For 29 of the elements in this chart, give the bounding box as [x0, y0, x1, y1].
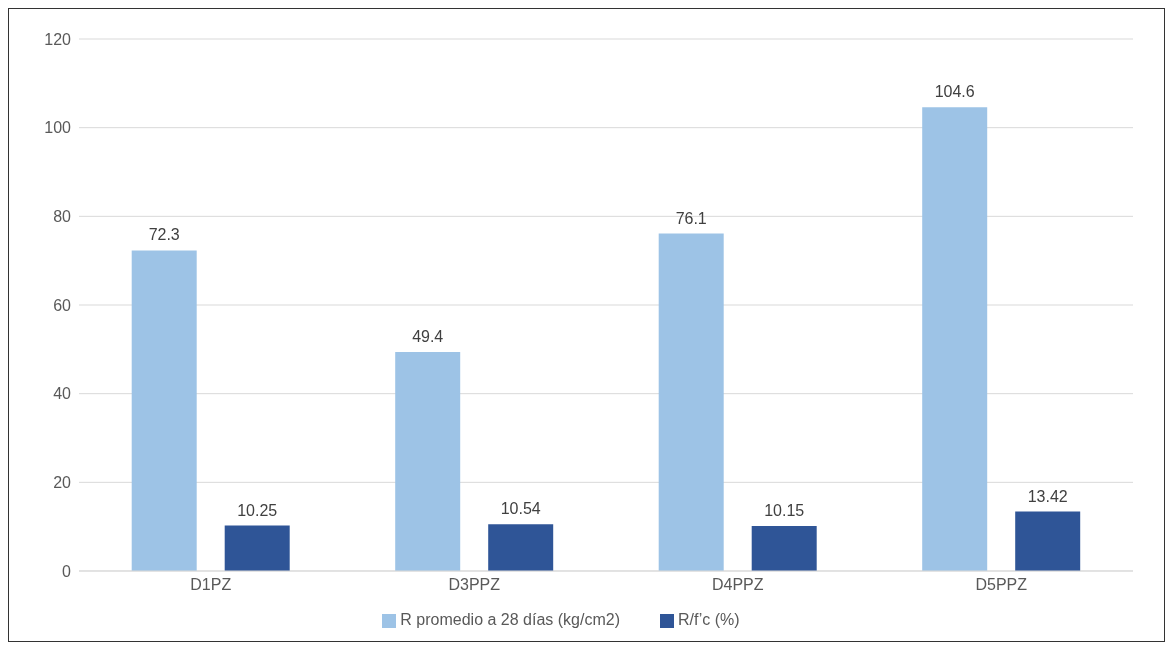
bar [922, 107, 988, 571]
x-tick-label: D1PZ [190, 576, 232, 594]
bar [751, 526, 817, 571]
y-tick-label: 60 [53, 296, 72, 314]
y-tick-label: 0 [62, 562, 72, 580]
y-tick-label: 20 [53, 474, 72, 492]
bar [395, 351, 461, 571]
y-tick-label: 100 [44, 119, 72, 137]
bar [658, 233, 724, 571]
y-tick-label: 40 [53, 385, 72, 403]
bar [1015, 511, 1081, 571]
data-label: 10.25 [237, 501, 278, 519]
data-label: 10.54 [500, 500, 541, 518]
data-label: 104.6 [934, 83, 975, 101]
y-tick-label: 80 [53, 208, 72, 226]
data-label: 76.1 [675, 209, 707, 227]
data-label: 13.42 [1027, 487, 1068, 505]
bar [224, 525, 290, 571]
y-tick-label: 120 [44, 30, 72, 48]
data-label: 49.4 [412, 327, 444, 345]
data-label: 10.15 [764, 502, 805, 519]
legend-label: R/f’c (%) [678, 611, 740, 628]
x-tick-label: D5PPZ [975, 576, 1028, 594]
bar [131, 250, 197, 571]
bar [488, 524, 554, 571]
x-tick-label: D3PPZ [448, 576, 501, 594]
data-label: 72.3 [148, 226, 180, 244]
x-tick-label: D4PPZ [711, 576, 764, 594]
legend-label: R promedio a 28 días (kg/cm2) [400, 611, 621, 628]
